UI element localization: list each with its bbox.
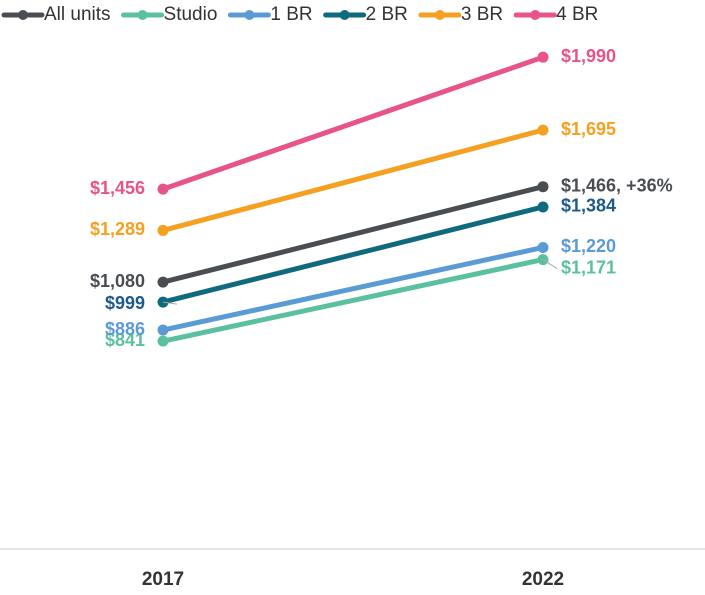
series-line: [160, 127, 546, 233]
x-tick-label: 2017: [142, 569, 184, 590]
series-line: [160, 204, 546, 305]
data-label: $886: [105, 319, 145, 339]
point: [157, 335, 169, 347]
data-label: $1,990: [561, 46, 616, 66]
point: [537, 124, 549, 136]
point: [537, 201, 549, 213]
legend-dot: [530, 10, 541, 20]
data-label: $1,171: [561, 257, 616, 277]
data-label: $1,080: [90, 271, 145, 291]
legend-label: 2 BR: [366, 4, 408, 25]
data-label: $1,384: [561, 196, 616, 216]
series-line: [160, 54, 546, 192]
leader-line: [542, 259, 558, 270]
point: [537, 241, 549, 253]
legend-label: Studio: [164, 4, 218, 25]
series-line: [160, 184, 546, 285]
data-label: $1,695: [561, 119, 616, 139]
point: [157, 224, 169, 236]
series-line: [160, 244, 546, 333]
point: [157, 324, 169, 336]
data-label: $999: [105, 293, 145, 313]
legend-dot: [137, 10, 148, 20]
legend-label: 1 BR: [270, 4, 312, 25]
legend-label: All units: [44, 4, 111, 25]
data-label: $1,456: [90, 178, 145, 198]
point: [537, 51, 549, 63]
point: [157, 276, 169, 288]
legend-dot: [18, 10, 28, 20]
point: [157, 183, 169, 195]
leader-line: [162, 301, 178, 305]
data-label: $841: [105, 330, 145, 350]
legend-label: 4 BR: [556, 4, 598, 25]
legend-label: 3 BR: [461, 4, 503, 25]
data-label: $1,220: [561, 236, 616, 256]
data-label: $1,466, +36%: [561, 175, 673, 195]
data-label: $1,289: [90, 219, 145, 239]
x-tick-label: 2022: [522, 569, 564, 590]
point: [537, 181, 549, 193]
legend-dot: [434, 10, 445, 20]
series-line: [160, 257, 546, 344]
legend-dot: [244, 10, 255, 20]
legend-dot: [339, 10, 350, 20]
